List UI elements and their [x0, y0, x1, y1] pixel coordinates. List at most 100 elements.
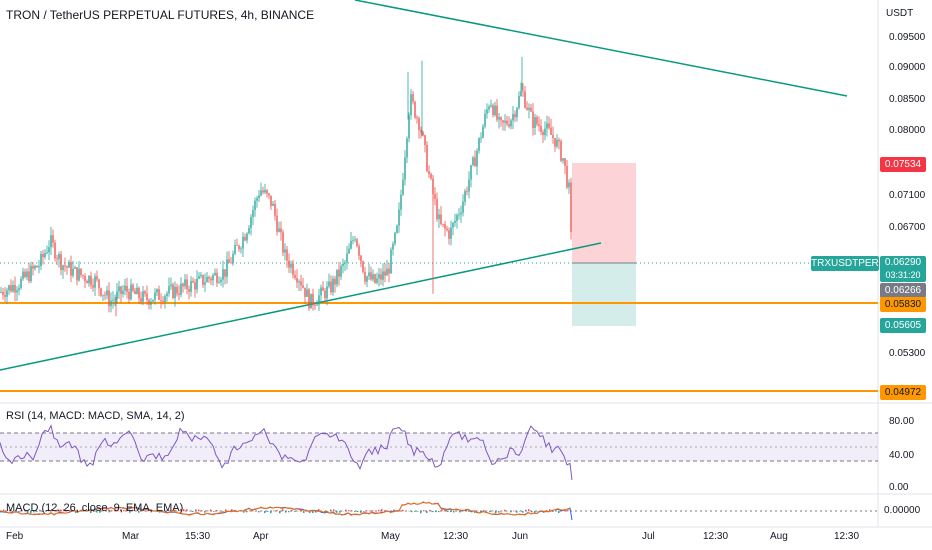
candle [226, 259, 228, 277]
macd-histogram-bar [102, 509, 104, 512]
macd-histogram-bar [210, 509, 212, 512]
candle [478, 138, 480, 151]
candle [186, 279, 188, 290]
macd-histogram-bar [423, 510, 425, 512]
macd-histogram-bar [312, 511, 314, 514]
candle [272, 203, 274, 206]
candle [114, 298, 116, 300]
candle [162, 300, 164, 302]
candle [560, 141, 562, 161]
candle [454, 220, 456, 223]
candle [250, 217, 252, 228]
candle [212, 275, 214, 281]
resistance-trendline[interactable] [354, 0, 848, 97]
macd-histogram-bar [195, 509, 197, 512]
candle [498, 117, 500, 120]
candle [96, 276, 98, 280]
macd-histogram-bar [381, 509, 383, 512]
candle [118, 286, 120, 292]
target-zone[interactable] [572, 263, 636, 326]
candle [420, 130, 422, 133]
candle [494, 105, 496, 116]
macd-histogram-bar [384, 510, 386, 512]
macd-histogram-bar [459, 511, 461, 513]
stop-zone[interactable] [572, 163, 636, 263]
candle [358, 246, 360, 256]
candle [310, 293, 312, 309]
macd-histogram-bar [231, 509, 233, 512]
macd-histogram-bar [132, 509, 134, 512]
candle [530, 107, 532, 112]
macd-histogram-bar [207, 510, 209, 512]
candle [496, 105, 498, 120]
support-trendline[interactable] [0, 242, 602, 371]
macd-histogram-bar [417, 511, 419, 512]
candle [66, 266, 68, 268]
candle [400, 194, 402, 210]
time-tick: 12:30 [443, 531, 469, 542]
candle [242, 236, 244, 249]
candle [2, 291, 4, 296]
candle [34, 265, 36, 269]
candle [0, 291, 2, 293]
candle [110, 300, 112, 307]
candle [120, 286, 122, 295]
macd-histogram-bar [489, 511, 491, 512]
candle [296, 278, 298, 283]
candle [462, 201, 464, 213]
candle [274, 203, 276, 216]
candle [134, 290, 136, 295]
candle [324, 290, 326, 299]
candle [246, 233, 248, 241]
candle [554, 137, 556, 147]
macd-histogram-bar [291, 509, 293, 512]
candle [160, 299, 162, 301]
candle [174, 286, 176, 299]
candle [468, 179, 470, 192]
macd-histogram-bar [402, 509, 404, 512]
macd-histogram-bar [135, 510, 137, 512]
macd-title[interactable]: MACD (12, 26, close, 9, EMA, EMA) [6, 502, 184, 514]
time-tick: 15:30 [185, 531, 211, 542]
target-price-label: 0.05605 [880, 318, 926, 333]
candle [304, 287, 306, 297]
macd-histogram-bar [357, 511, 359, 513]
macd-histogram-bar [516, 511, 518, 513]
macd-histogram-bar [330, 509, 332, 512]
candle [28, 271, 30, 282]
macd-histogram-bar [222, 511, 224, 512]
candle [8, 285, 10, 291]
candle [140, 298, 142, 302]
macd-histogram-bar [66, 510, 68, 512]
candle [220, 279, 222, 282]
candle [532, 111, 534, 128]
macd-histogram-bar [123, 509, 125, 512]
macd-histogram-bar [504, 509, 506, 512]
candle [48, 247, 50, 253]
macd-histogram-bar [411, 511, 413, 513]
candle [70, 262, 72, 276]
macd-histogram-bar [369, 510, 371, 512]
candle [434, 194, 436, 200]
candle [314, 305, 316, 307]
macd-histogram-bar [279, 511, 281, 514]
candle [172, 284, 174, 299]
candle [414, 101, 416, 118]
macd-histogram-bar [3, 509, 5, 512]
candle [192, 280, 194, 283]
candle [356, 239, 358, 247]
candle [548, 123, 550, 128]
candle [146, 293, 148, 300]
time-tick: 12:30 [834, 531, 860, 542]
candle [210, 278, 212, 281]
candle [380, 274, 382, 280]
macd-histogram-bar [522, 511, 524, 513]
candle [394, 232, 396, 244]
rsi-title[interactable]: RSI (14, MACD: MACD, SMA, 14, 2) [6, 410, 185, 422]
price-tick: 0.07100 [889, 190, 926, 201]
macd-histogram-bar [351, 510, 353, 512]
price-tick: 0.09500 [889, 32, 926, 43]
macd-histogram-bar [93, 511, 95, 512]
candle [418, 118, 420, 131]
